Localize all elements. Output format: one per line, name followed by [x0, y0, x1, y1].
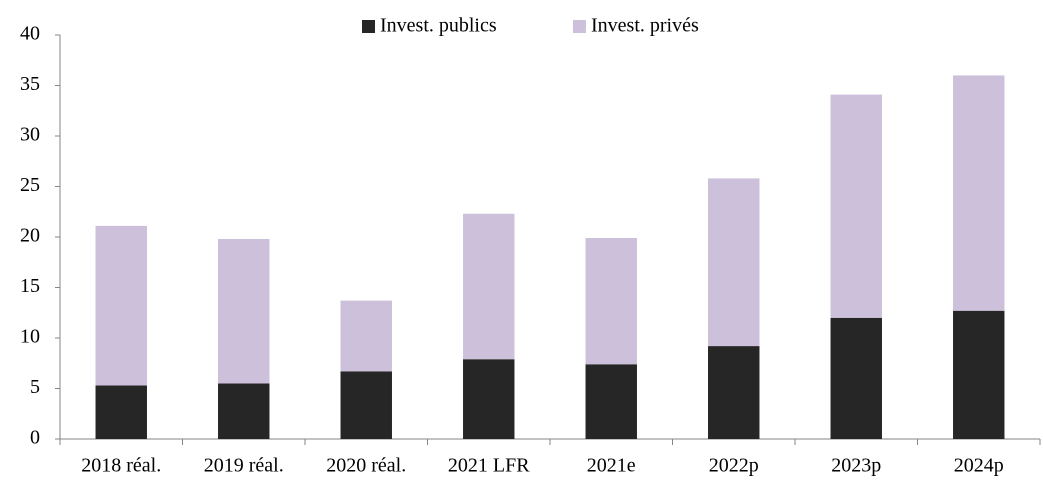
- x-tick-label: 2021e: [587, 455, 636, 477]
- y-tick-label: 10: [20, 326, 40, 348]
- x-tick-label: 2020 réal.: [326, 455, 406, 477]
- bar-segment: [830, 94, 882, 318]
- x-tick-label: 2021 LFR: [448, 455, 530, 477]
- bar-segment: [340, 300, 392, 372]
- x-tick-label: 2018 réal.: [81, 455, 161, 477]
- y-tick-label: 25: [20, 174, 40, 196]
- y-tick-label: 40: [20, 23, 40, 45]
- x-tick-label: 2024p: [954, 455, 1004, 477]
- legend-swatch: [573, 20, 586, 33]
- bar-segment: [95, 225, 147, 386]
- bar-segment: [463, 213, 515, 360]
- y-tick-label: 30: [20, 124, 40, 146]
- bar-segment: [953, 75, 1005, 311]
- y-tick-label: 15: [20, 275, 40, 297]
- bar-segment: [708, 346, 760, 439]
- bar-segment: [708, 178, 760, 347]
- legend-label: Invest. publics: [380, 15, 497, 37]
- bar-segment: [95, 385, 147, 439]
- y-tick-label: 20: [20, 225, 40, 247]
- y-tick-label: 35: [20, 73, 40, 95]
- bar-segment: [340, 371, 392, 439]
- bar-segment: [585, 364, 637, 439]
- bar-segment: [218, 383, 270, 439]
- bar-segment: [218, 239, 270, 384]
- legend-label: Invest. privés: [591, 15, 699, 37]
- bar-segment: [830, 317, 882, 439]
- bar-segment: [953, 310, 1005, 439]
- x-tick-label: 2023p: [831, 455, 881, 477]
- x-tick-label: 2022p: [709, 455, 759, 477]
- y-tick-label: 0: [30, 427, 40, 449]
- bar-segment: [585, 238, 637, 365]
- x-tick-label: 2019 réal.: [204, 455, 284, 477]
- y-tick-label: 5: [30, 376, 40, 398]
- legend-swatch: [362, 20, 375, 33]
- bar-segment: [463, 359, 515, 439]
